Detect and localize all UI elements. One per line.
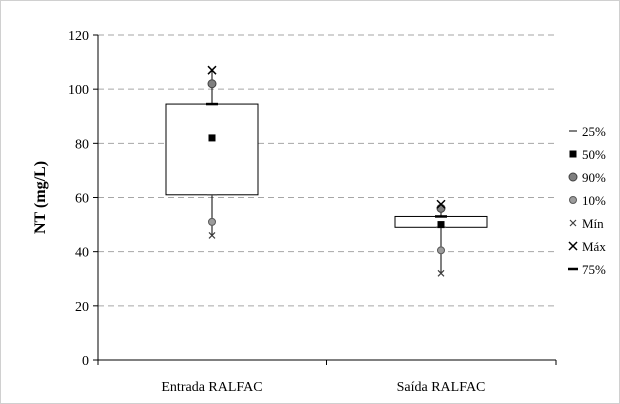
legend-marker-10 [569,196,577,204]
y-axis-title: NT (mg/L) [32,161,49,234]
y-tick-label-80: 80 [75,137,89,152]
x-category-label: Entrada RALFAC [161,380,262,395]
min-marker [437,269,445,277]
p10-marker [437,246,445,255]
legend-label: Máx [582,239,606,254]
legend-label: Mín [582,216,604,231]
p10-marker [208,217,216,226]
x-category-label: Saída RALFAC [397,380,486,395]
median-marker [208,134,216,142]
legend-label: 90% [582,170,606,185]
legend-marker-max [568,241,578,251]
y-tick-label-20: 20 [75,300,89,315]
p90-marker [207,79,217,89]
legend-marker-90 [568,172,578,182]
median-marker [437,221,445,229]
box-iqr [165,103,259,196]
y-tick-label-0: 0 [82,354,89,369]
legend-marker-min [569,219,577,227]
legend-label: 50% [582,147,606,162]
max-marker [436,199,446,209]
y-tick-label-120: 120 [68,29,89,44]
min-marker [208,231,216,239]
y-tick-label-40: 40 [75,246,89,261]
y-tick-label-100: 100 [68,83,89,98]
max-marker [207,65,217,75]
legend-label: 10% [582,193,606,208]
legend-label: 75% [582,262,606,277]
legend-marker-50 [569,150,577,158]
y-tick-label-60: 60 [75,192,89,207]
legend-label: 25% [582,124,606,139]
p90-marker [436,203,446,213]
